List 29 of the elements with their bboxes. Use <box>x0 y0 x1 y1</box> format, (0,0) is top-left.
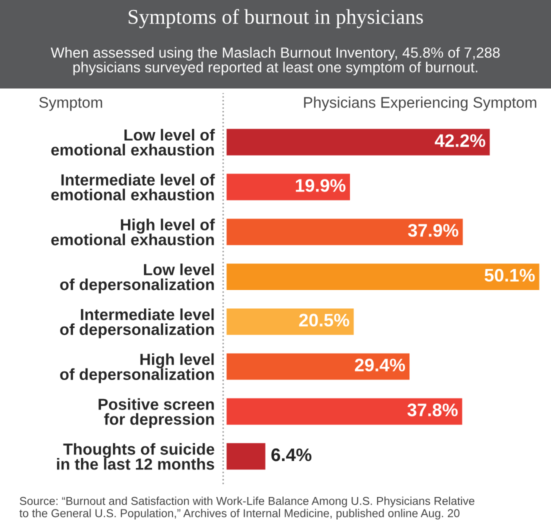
y-tick-label: High level of emotional exhaustion <box>51 218 215 246</box>
bar <box>226 217 464 247</box>
chart-subtitle: When assessed using the Maslach Burnout Inventory, 45.8% of 7,288 physicians surveyed reported at least one symptom of burnout. <box>50 47 500 76</box>
y-tick-label: Thoughts of suicide in the last 12 months <box>57 443 214 470</box>
annotation: Physicians Experiencing Symptom <box>304 96 536 111</box>
data-label: 29.4% <box>354 358 406 372</box>
data-label: 37.9% <box>408 224 458 237</box>
y-tick-label: Low level of emotional exhaustion <box>51 128 215 156</box>
data-label: 20.5% <box>299 314 350 327</box>
data-label: 19.9% <box>296 179 346 192</box>
y-tick-label: Positive screen for depression <box>98 398 214 428</box>
bar <box>226 352 411 382</box>
y-tick-label: Low level of depersonalization <box>60 264 214 294</box>
text: Symptom <box>39 97 102 111</box>
bar <box>226 262 540 292</box>
data-label: 50.1% <box>484 268 535 282</box>
source-note: Source: “Burnout and Satisfaction with Work-Life Balance Among U.S. Physicians Relative to the General U.S. Population,” Archives of Internal Medicine, published online Aug. 20 <box>19 496 474 520</box>
bar <box>226 396 464 426</box>
data-label: 37.8% <box>407 404 458 416</box>
bar <box>226 128 492 157</box>
data-label: 6.4% <box>271 448 312 462</box>
chart-title: Symptoms of burnout in physicians <box>128 9 423 28</box>
bar <box>226 172 352 202</box>
data-label: 42.2% <box>434 134 486 147</box>
bar <box>226 442 267 471</box>
y-tick-label: High level of depersonalization <box>60 353 214 384</box>
y-tick-label: Intermediate level of depersonalization <box>60 308 214 338</box>
y-tick-label: Intermediate level of emotional exhaustion <box>51 174 215 200</box>
bar <box>226 307 356 336</box>
